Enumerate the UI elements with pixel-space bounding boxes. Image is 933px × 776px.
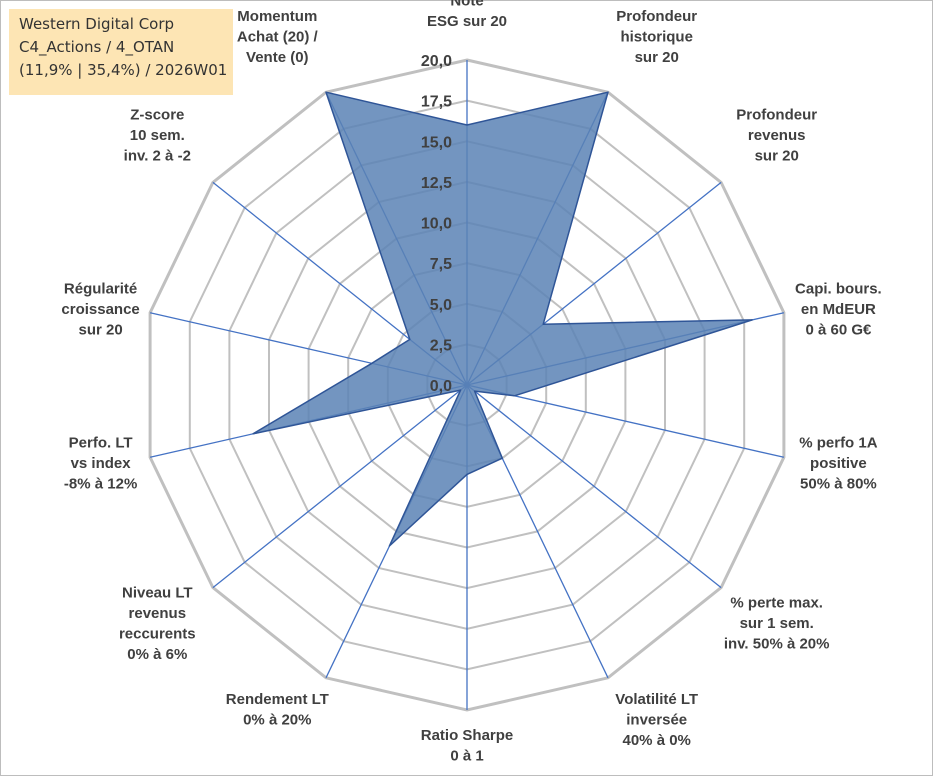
tick-label: 10,0: [421, 216, 452, 233]
axis-label-line: Achat (20) /: [237, 29, 319, 46]
info-box: Western Digital Corp C4_Actions / 4_OTAN…: [9, 9, 233, 95]
axis-label-line: Profondeur: [616, 8, 697, 25]
axis-label-line: % perfo 1A: [799, 434, 878, 451]
axis-label-line: revenus: [129, 605, 187, 622]
tick-label: 7,5: [430, 256, 452, 273]
series-area: [252, 91, 753, 547]
axis-spoke: [466, 384, 785, 458]
axis-labels: Note ESG sur 20 Profondeur historique sur 20…: [61, 0, 881, 765]
axis-label-line: Perfo. LT: [69, 434, 133, 451]
axis-label-line: Ratio Sharpe: [421, 727, 514, 744]
tick-label: 17,5: [421, 94, 452, 111]
tick-label: 2,5: [430, 337, 452, 354]
axis-label-line: Vente (0): [246, 49, 309, 66]
axis-label-line: % perte max.: [730, 595, 823, 612]
company-name: Western Digital Corp: [19, 15, 175, 33]
axis-label: Profondeur historique sur 20: [616, 8, 697, 66]
axis-label-line: revenus: [748, 127, 806, 144]
axis-label-line: 0% à 6%: [127, 646, 187, 663]
axis-label-line: en MdEUR: [801, 301, 876, 318]
axis-spoke: [466, 384, 722, 589]
axis-label-line: positive: [810, 455, 867, 472]
axis-label-line: historique: [620, 29, 693, 46]
axis-label-line: croissance: [61, 301, 139, 318]
axis-label-line: Régularité: [64, 281, 137, 298]
axis-label-line: 0% à 20%: [243, 711, 311, 728]
axis-label: % perfo 1A positive 50% à 80%: [799, 434, 878, 492]
tick-label: 20,0: [421, 53, 452, 70]
axis-label: Z-score 10 sem. inv. 2 à -2: [124, 106, 191, 164]
axis-label: Niveau LT revenus reccurents 0% à 6%: [119, 584, 196, 663]
axis-label-line: sur 20: [635, 49, 679, 66]
axis-label-line: Niveau LT: [122, 584, 193, 601]
axis-label-line: sur 20: [78, 322, 122, 339]
axis-label-line: Z-score: [130, 106, 184, 123]
axis-label-line: 0 à 60 G€: [805, 322, 872, 339]
axis-label-line: inv. 2 à -2: [124, 147, 191, 164]
axis-label: Note ESG sur 20: [427, 0, 507, 30]
radial-tick-labels: 0,0 2,5 5,0 7,5 10,0 12,5 15,0 17,5 20,0: [421, 53, 452, 395]
axis-label-line: -8% à 12%: [64, 475, 137, 492]
axis-label-line: Volatilité LT: [615, 691, 698, 708]
axis-label-line: 40% à 0%: [623, 732, 691, 749]
axis-label: Momentum Achat (20) / Vente (0): [237, 8, 319, 66]
axis-label-line: Note: [450, 0, 483, 10]
performance-week: (11,9% | 35,4%) / 2026W01: [19, 61, 228, 79]
tick-label: 0,0: [430, 378, 452, 395]
axis-label-line: 0 à 1: [450, 748, 483, 765]
axis-spoke: [212, 384, 468, 589]
axis-label-line: inversée: [626, 711, 687, 728]
axis-label: Profondeur revenus sur 20: [736, 106, 817, 164]
tick-label: 15,0: [421, 134, 452, 151]
axis-label-line: ESG sur 20: [427, 13, 507, 30]
axis-label: Volatilité LT inversée 40% à 0%: [615, 691, 698, 749]
axis-label: Perfo. LT vs index -8% à 12%: [64, 434, 137, 492]
axis-label: Régularité croissance sur 20: [61, 281, 139, 339]
axis-label: Ratio Sharpe 0 à 1: [421, 727, 514, 765]
axis-label-line: sur 20: [755, 147, 799, 164]
axis-label-line: sur 1 sem.: [740, 615, 814, 632]
portfolio-category: C4_Actions / 4_OTAN: [19, 38, 175, 56]
axis-label-line: vs index: [71, 455, 132, 472]
axis-label: Capi. bours. en MdEUR 0 à 60 G€: [795, 281, 882, 339]
axis-label-line: 10 sem.: [130, 127, 185, 144]
axis-label-line: Rendement LT: [226, 691, 329, 708]
axis-label-line: Profondeur: [736, 106, 817, 123]
tick-label: 5,0: [430, 297, 452, 314]
axis-label-line: reccurents: [119, 625, 196, 642]
axis-label-line: 50% à 80%: [800, 475, 877, 492]
tick-label: 12,5: [421, 175, 452, 192]
radar-series-layer: [252, 91, 753, 547]
axis-label: Rendement LT 0% à 20%: [226, 691, 329, 729]
axis-label: % perte max. sur 1 sem. inv. 50% à 20%: [724, 595, 830, 653]
axis-label-line: inv. 50% à 20%: [724, 636, 830, 653]
axis-label-line: Capi. bours.: [795, 281, 882, 298]
axis-label-line: Momentum: [237, 8, 317, 25]
